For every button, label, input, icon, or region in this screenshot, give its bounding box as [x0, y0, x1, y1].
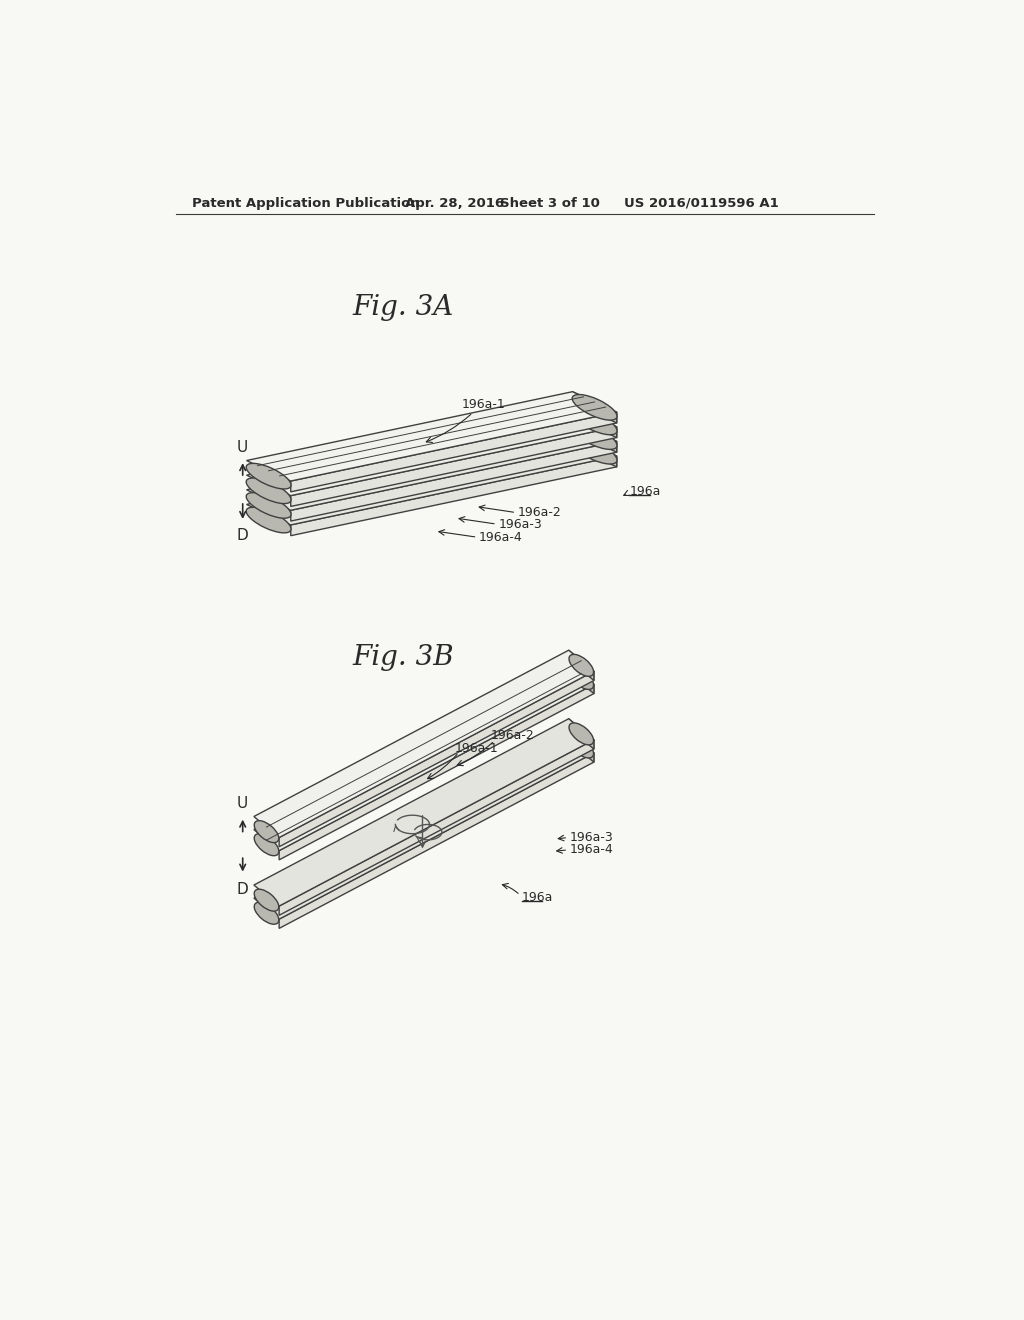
Text: 196a: 196a — [630, 484, 660, 498]
Ellipse shape — [569, 737, 594, 758]
Polygon shape — [291, 457, 616, 536]
Polygon shape — [254, 719, 594, 906]
Polygon shape — [568, 719, 594, 748]
Polygon shape — [280, 752, 594, 928]
Ellipse shape — [254, 834, 279, 855]
Polygon shape — [247, 392, 616, 480]
Polygon shape — [254, 664, 594, 850]
Text: 196a: 196a — [521, 891, 553, 904]
Ellipse shape — [569, 668, 594, 689]
Polygon shape — [280, 684, 594, 859]
Text: D: D — [237, 528, 249, 543]
Polygon shape — [572, 392, 616, 422]
Ellipse shape — [254, 821, 279, 842]
Ellipse shape — [572, 438, 617, 465]
Ellipse shape — [246, 463, 291, 488]
Polygon shape — [280, 672, 594, 847]
Polygon shape — [568, 651, 594, 681]
Text: Patent Application Publication: Patent Application Publication — [191, 197, 419, 210]
Polygon shape — [568, 664, 594, 693]
Text: U: U — [238, 796, 249, 812]
Polygon shape — [572, 407, 616, 438]
Ellipse shape — [246, 492, 291, 519]
Polygon shape — [572, 421, 616, 453]
Polygon shape — [247, 407, 616, 496]
Ellipse shape — [569, 655, 594, 676]
Text: Apr. 28, 2016: Apr. 28, 2016 — [406, 197, 505, 210]
Ellipse shape — [572, 395, 617, 420]
Text: Sheet 3 of 10: Sheet 3 of 10 — [500, 197, 600, 210]
Polygon shape — [280, 739, 594, 915]
Text: Fig. 3B: Fig. 3B — [352, 644, 454, 671]
Polygon shape — [247, 421, 616, 511]
Ellipse shape — [246, 507, 291, 533]
Text: 196a-4: 196a-4 — [479, 531, 523, 544]
Ellipse shape — [254, 890, 279, 911]
Text: US 2016/0119596 A1: US 2016/0119596 A1 — [624, 197, 778, 210]
Polygon shape — [568, 731, 594, 762]
Text: 196a-2: 196a-2 — [490, 730, 535, 742]
Text: 196a-1: 196a-1 — [455, 742, 499, 755]
Polygon shape — [291, 441, 616, 521]
Text: 196a-2: 196a-2 — [518, 506, 561, 519]
Ellipse shape — [254, 903, 279, 924]
Text: 196a-1: 196a-1 — [461, 399, 505, 412]
Text: 196a-4: 196a-4 — [569, 842, 613, 855]
Polygon shape — [291, 426, 616, 507]
Text: 196a-3: 196a-3 — [569, 832, 613, 843]
Text: D: D — [237, 882, 249, 898]
Polygon shape — [254, 731, 594, 919]
Text: 196a-3: 196a-3 — [499, 517, 542, 531]
Polygon shape — [254, 651, 594, 837]
Polygon shape — [572, 436, 616, 467]
Text: Fig. 3A: Fig. 3A — [352, 293, 454, 321]
Polygon shape — [291, 412, 616, 492]
Polygon shape — [247, 436, 616, 525]
Text: U: U — [238, 440, 249, 455]
Ellipse shape — [572, 424, 617, 449]
Ellipse shape — [569, 723, 594, 744]
Ellipse shape — [572, 409, 617, 434]
Ellipse shape — [246, 478, 291, 504]
